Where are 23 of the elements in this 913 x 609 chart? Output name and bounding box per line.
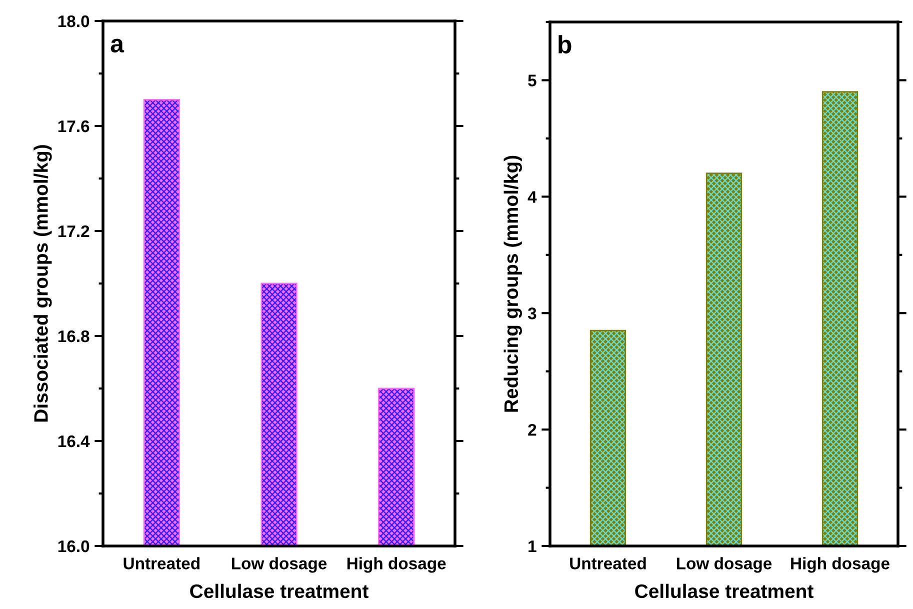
annotation: a (110, 38, 124, 52)
x-tick-label: Low dosage (232, 557, 327, 573)
y-tick-label: 16.8 (58, 330, 90, 342)
y-axis-title: Dissociated groups (mmol/kg) (34, 145, 52, 422)
y-tick-label: 17.6 (58, 120, 90, 132)
x-tick-label: Untreated (124, 557, 200, 570)
x-tick-label: Low dosage (676, 557, 772, 573)
x-tick-label: Untreated (570, 557, 646, 570)
y-tick-label: 3 (528, 308, 536, 320)
y-tick-label: 16.4 (58, 435, 90, 448)
y-axis-title: Reducing groups (mmol/kg) (504, 156, 522, 412)
annotation: b (558, 35, 572, 54)
x-axis-title: Cellulase treatment (635, 584, 814, 598)
y-tick-label: 5 (528, 74, 536, 86)
y-tick-label: 1 (528, 540, 536, 552)
y-tick-label: 16.0 (58, 540, 90, 552)
x-tick-label: High dosage (347, 557, 446, 573)
y-tick-label: 18.0 (58, 15, 90, 28)
x-tick-label: High dosage (791, 557, 890, 573)
y-tick-label: 17.2 (58, 225, 90, 238)
y-tick-label: 4 (528, 191, 537, 203)
y-tick-label: 2 (528, 424, 536, 436)
x-axis-title: Cellulase treatment (190, 584, 368, 598)
